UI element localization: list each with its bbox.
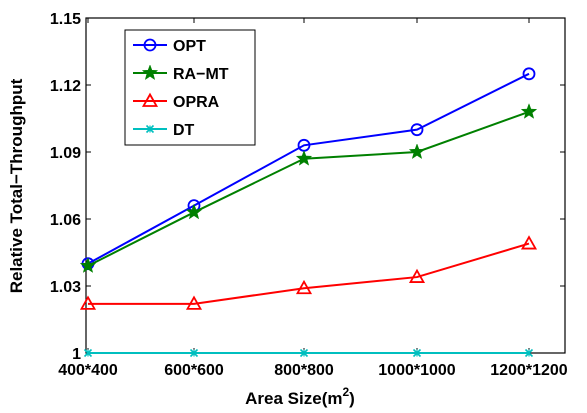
data-point [520, 235, 538, 250]
legend-label: OPT [173, 38, 206, 55]
x-axis-label-text: Area Size(m [245, 389, 342, 408]
y-tick-label: 1.09 [50, 145, 81, 162]
y-tick-label: 1.03 [50, 279, 81, 296]
legend-label: DT [173, 122, 195, 139]
x-axis: 400*400 600*600 800*800 1000*1000 1200*1200 [58, 18, 568, 379]
legend-marker [141, 92, 159, 107]
series-line [88, 242, 530, 305]
data-point [410, 123, 424, 137]
data-point [185, 295, 203, 310]
x-tick-label: 1200*1200 [490, 362, 568, 379]
x-tick-label: 400*400 [58, 362, 118, 379]
x-tick-label: 600*600 [164, 362, 224, 379]
data-point [408, 268, 426, 283]
legend-marker [141, 64, 159, 81]
legend-label: RA−MT [173, 66, 229, 83]
legend-marker [143, 38, 157, 52]
legend-marker [145, 124, 155, 134]
y-tick-label: 1.12 [50, 78, 81, 95]
series-line [87, 72, 530, 265]
series-star [79, 103, 538, 273]
data-point [299, 348, 309, 358]
data-point [412, 348, 422, 358]
x-axis-label: Area Size(m2) [245, 385, 355, 408]
y-tick-label: 1.06 [50, 212, 81, 229]
data-point [189, 348, 199, 358]
series-x [83, 348, 534, 358]
legend-entry: DT [133, 122, 195, 139]
legend: OPT RA−MT OPRA DT [124, 29, 256, 146]
x-tick-label: 1000*1000 [378, 362, 456, 379]
data-point [522, 67, 536, 81]
x-axis-label-superscript: 2 [342, 385, 349, 399]
y-tick-label: 1 [72, 346, 81, 363]
legend-entry: OPRA [133, 92, 220, 111]
data-point [520, 103, 538, 119]
series-triangle [79, 235, 538, 310]
series-layer [79, 67, 538, 358]
data-point [79, 257, 97, 273]
data-point [185, 203, 203, 220]
y-axis: 1 1.03 1.06 1.09 1.12 1.15 [50, 11, 565, 363]
data-point [295, 279, 313, 295]
data-point [408, 143, 426, 160]
data-point [83, 348, 93, 358]
data-point [79, 295, 97, 310]
x-axis-label-close: ) [349, 389, 355, 408]
legend-entry: RA−MT [133, 64, 229, 83]
y-tick-label: 1.15 [50, 11, 81, 28]
legend-label: OPRA [173, 94, 220, 111]
data-point [524, 348, 534, 358]
data-point [295, 149, 313, 166]
legend-entry: OPT [133, 38, 206, 55]
x-tick-label: 800*800 [274, 362, 334, 379]
y-axis-label: Relative Total−Throughput [7, 78, 26, 293]
